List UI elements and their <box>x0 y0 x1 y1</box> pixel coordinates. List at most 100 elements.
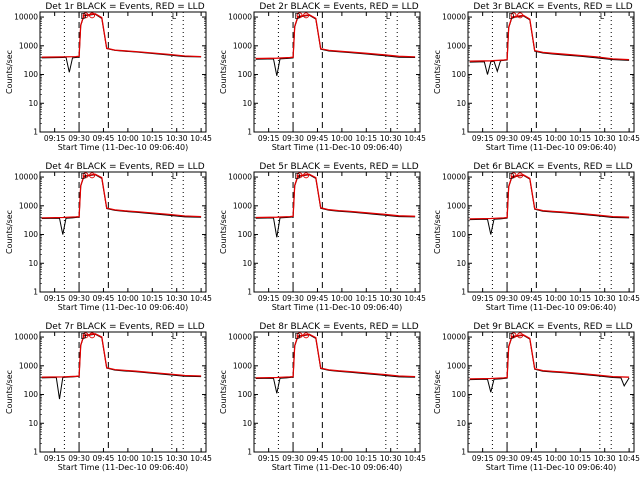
y-tick-label: 1000 <box>233 201 252 210</box>
peak-marker <box>82 332 89 339</box>
x-tick-label: 10:45 <box>404 134 426 143</box>
x-tick-label: 10:15 <box>569 134 591 143</box>
x-tick-label: 09:45 <box>307 294 329 303</box>
y-tick-label: 10000 <box>14 173 38 182</box>
x-tick-label: 10:00 <box>545 294 567 303</box>
panel-title: Det 6r BLACK = Events, RED = LLD <box>473 162 632 172</box>
y-tick-label: 1 <box>461 448 466 457</box>
plot-frame <box>253 171 421 293</box>
x-tick-label: 10:00 <box>331 294 353 303</box>
y-axis-label: Counts/sec <box>5 210 14 254</box>
x-tick-label: 09:30 <box>496 454 518 463</box>
x-axis-label: Start Time (11-Dec-10 09:06:40) <box>272 463 403 472</box>
x-tick-label: 09:15 <box>258 454 280 463</box>
y-axis-label: Counts/sec <box>219 370 228 414</box>
x-tick-label: 09:30 <box>282 134 304 143</box>
y-tick-label: 1000 <box>447 201 466 210</box>
annotation-label: L <box>172 332 177 341</box>
x-tick-label: 09:15 <box>44 454 66 463</box>
peak-marker <box>303 332 310 339</box>
plot-frame <box>39 171 207 293</box>
peak-marker <box>89 12 96 19</box>
x-tick-label: 09:30 <box>496 134 518 143</box>
x-tick-label: 10:15 <box>569 454 591 463</box>
x-tick-label: 10:15 <box>569 294 591 303</box>
y-axis-label: Counts/sec <box>433 370 442 414</box>
series-line-lld <box>255 14 416 60</box>
y-tick-label: 100 <box>24 390 39 399</box>
y-axis-label: Counts/sec <box>5 50 14 94</box>
x-tick-label: 10:30 <box>380 134 402 143</box>
y-axis-label: Counts/sec <box>5 370 14 414</box>
peak-marker <box>517 172 524 179</box>
x-tick-label: 10:00 <box>331 454 353 463</box>
x-tick-label: 09:45 <box>307 134 329 143</box>
series-line-events <box>41 13 202 73</box>
x-tick-label: 10:15 <box>355 134 377 143</box>
x-tick-label: 10:45 <box>190 454 212 463</box>
series-line-lld <box>255 333 416 379</box>
annotation-label: D <box>509 332 515 341</box>
y-tick-label: 100 <box>452 230 467 239</box>
y-tick-label: 10 <box>456 419 466 428</box>
panel-title: Det 9r BLACK = Events, RED = LLD <box>473 322 632 332</box>
y-tick-label: 1 <box>33 288 38 297</box>
y-tick-label: 100 <box>238 70 253 79</box>
peak-marker <box>82 12 89 19</box>
y-tick-label: 10 <box>456 99 466 108</box>
y-tick-label: 1000 <box>233 41 252 50</box>
y-tick-label: 10000 <box>228 173 252 182</box>
y-tick-label: 10 <box>242 99 252 108</box>
x-tick-label: 09:45 <box>93 294 115 303</box>
x-tick-label: 09:45 <box>307 454 329 463</box>
annotation-label: L <box>172 172 177 181</box>
plot-frame <box>467 11 635 133</box>
x-tick-label: 09:30 <box>68 454 90 463</box>
x-tick-label: 10:45 <box>618 134 640 143</box>
x-tick-label: 10:30 <box>594 134 616 143</box>
x-tick-label: 09:15 <box>472 294 494 303</box>
y-tick-label: 10000 <box>228 333 252 342</box>
y-tick-label: 100 <box>238 390 253 399</box>
panel-title: Det 1r BLACK = Events, RED = LLD <box>45 2 204 12</box>
x-tick-label: 10:30 <box>594 454 616 463</box>
series-line-events <box>255 174 416 238</box>
x-axis-label: Start Time (11-Dec-10 09:06:40) <box>486 303 617 312</box>
series-line-lld <box>469 14 630 62</box>
y-tick-label: 100 <box>24 70 39 79</box>
x-tick-label: 09:45 <box>93 134 115 143</box>
series-line-events <box>41 333 202 400</box>
x-tick-label: 10:15 <box>141 454 163 463</box>
y-tick-label: 100 <box>452 70 467 79</box>
annotation-label: D <box>509 12 515 21</box>
x-tick-label: 10:45 <box>404 454 426 463</box>
y-tick-label: 10000 <box>228 13 252 22</box>
annotation-label: D <box>295 332 301 341</box>
x-tick-label: 09:15 <box>472 454 494 463</box>
panel-title: Det 5r BLACK = Events, RED = LLD <box>259 162 418 172</box>
x-tick-label: 10:30 <box>594 294 616 303</box>
x-tick-label: 10:45 <box>618 294 640 303</box>
y-tick-label: 1000 <box>447 361 466 370</box>
x-axis-label: Start Time (11-Dec-10 09:06:40) <box>272 303 403 312</box>
peak-marker <box>303 12 310 19</box>
x-tick-label: 09:30 <box>68 134 90 143</box>
y-tick-label: 100 <box>452 390 467 399</box>
peak-marker <box>89 172 96 179</box>
peak-marker <box>303 172 310 179</box>
x-tick-label: 10:00 <box>545 134 567 143</box>
x-axis-label: Start Time (11-Dec-10 09:06:40) <box>58 303 189 312</box>
panel-title: Det 8r BLACK = Events, RED = LLD <box>259 322 418 332</box>
y-tick-label: 10 <box>28 419 38 428</box>
y-tick-label: 1 <box>247 288 252 297</box>
series-line-events <box>469 15 630 75</box>
x-tick-label: 09:15 <box>258 294 280 303</box>
